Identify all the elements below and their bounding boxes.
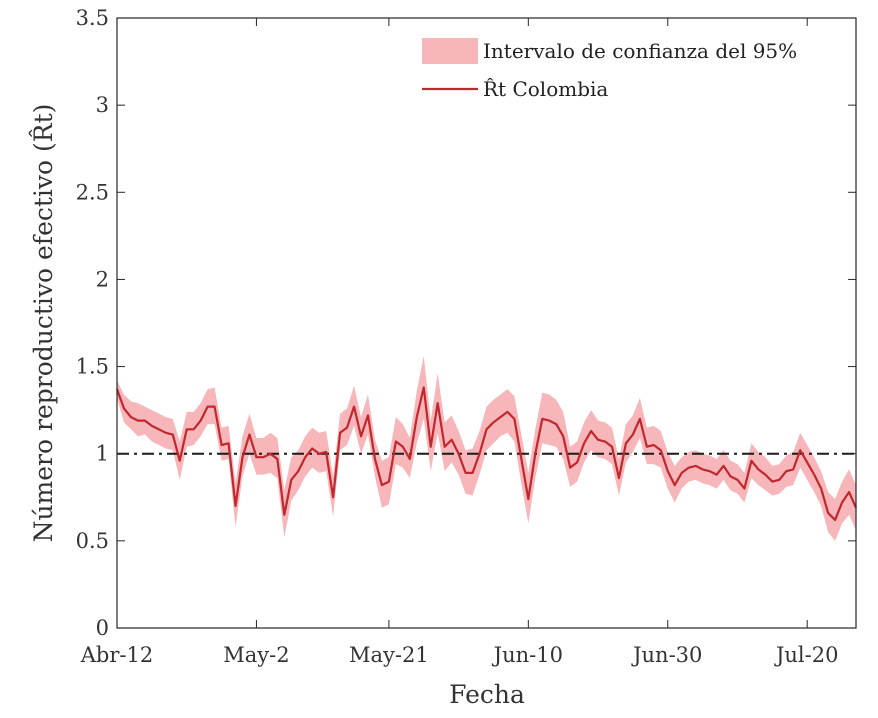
x-tick-label: May-21 (349, 643, 429, 667)
y-tick-label: 1 (96, 442, 109, 466)
y-tick-label: 2 (96, 267, 109, 291)
legend-label-ci: Intervalo de confianza del 95% (483, 39, 797, 63)
legend-swatch-ci (422, 38, 478, 64)
x-tick-label: Abr-12 (80, 643, 153, 667)
x-tick-label: Jun-10 (492, 643, 563, 667)
x-tick-label: Jul-20 (774, 643, 838, 667)
x-axis: Abr-12 May-2 May-21 Jun-10 Jun-30 Jul-20 (80, 18, 838, 667)
x-tick-label: May-2 (223, 643, 289, 667)
plot-background (117, 18, 856, 628)
y-tick-label: 2.5 (76, 180, 109, 204)
y-tick-label: 1.5 (76, 355, 109, 379)
rt-colombia-line (115, 386, 858, 522)
x-axis-title: Fecha (449, 680, 525, 709)
x-tick-label: Jun-30 (631, 643, 702, 667)
plot-area (115, 17, 858, 629)
y-axis-title: Número reproductivo efectivo (R̂t) (29, 104, 58, 543)
plot-frame (116, 17, 857, 629)
legend: Intervalo de confianza del 95% R̂t Colom… (422, 38, 797, 101)
y-axis: 0 0.5 1 1.5 2 2.5 3 3.5 (76, 6, 856, 640)
y-tick-label: 3 (96, 93, 109, 117)
y-tick-label: 3.5 (76, 6, 109, 30)
y-tick-label: 0.5 (76, 529, 109, 553)
y-tick-label: 0 (96, 616, 109, 640)
legend-label-rt: R̂t Colombia (483, 77, 608, 101)
confidence-interval-band (117, 356, 856, 541)
